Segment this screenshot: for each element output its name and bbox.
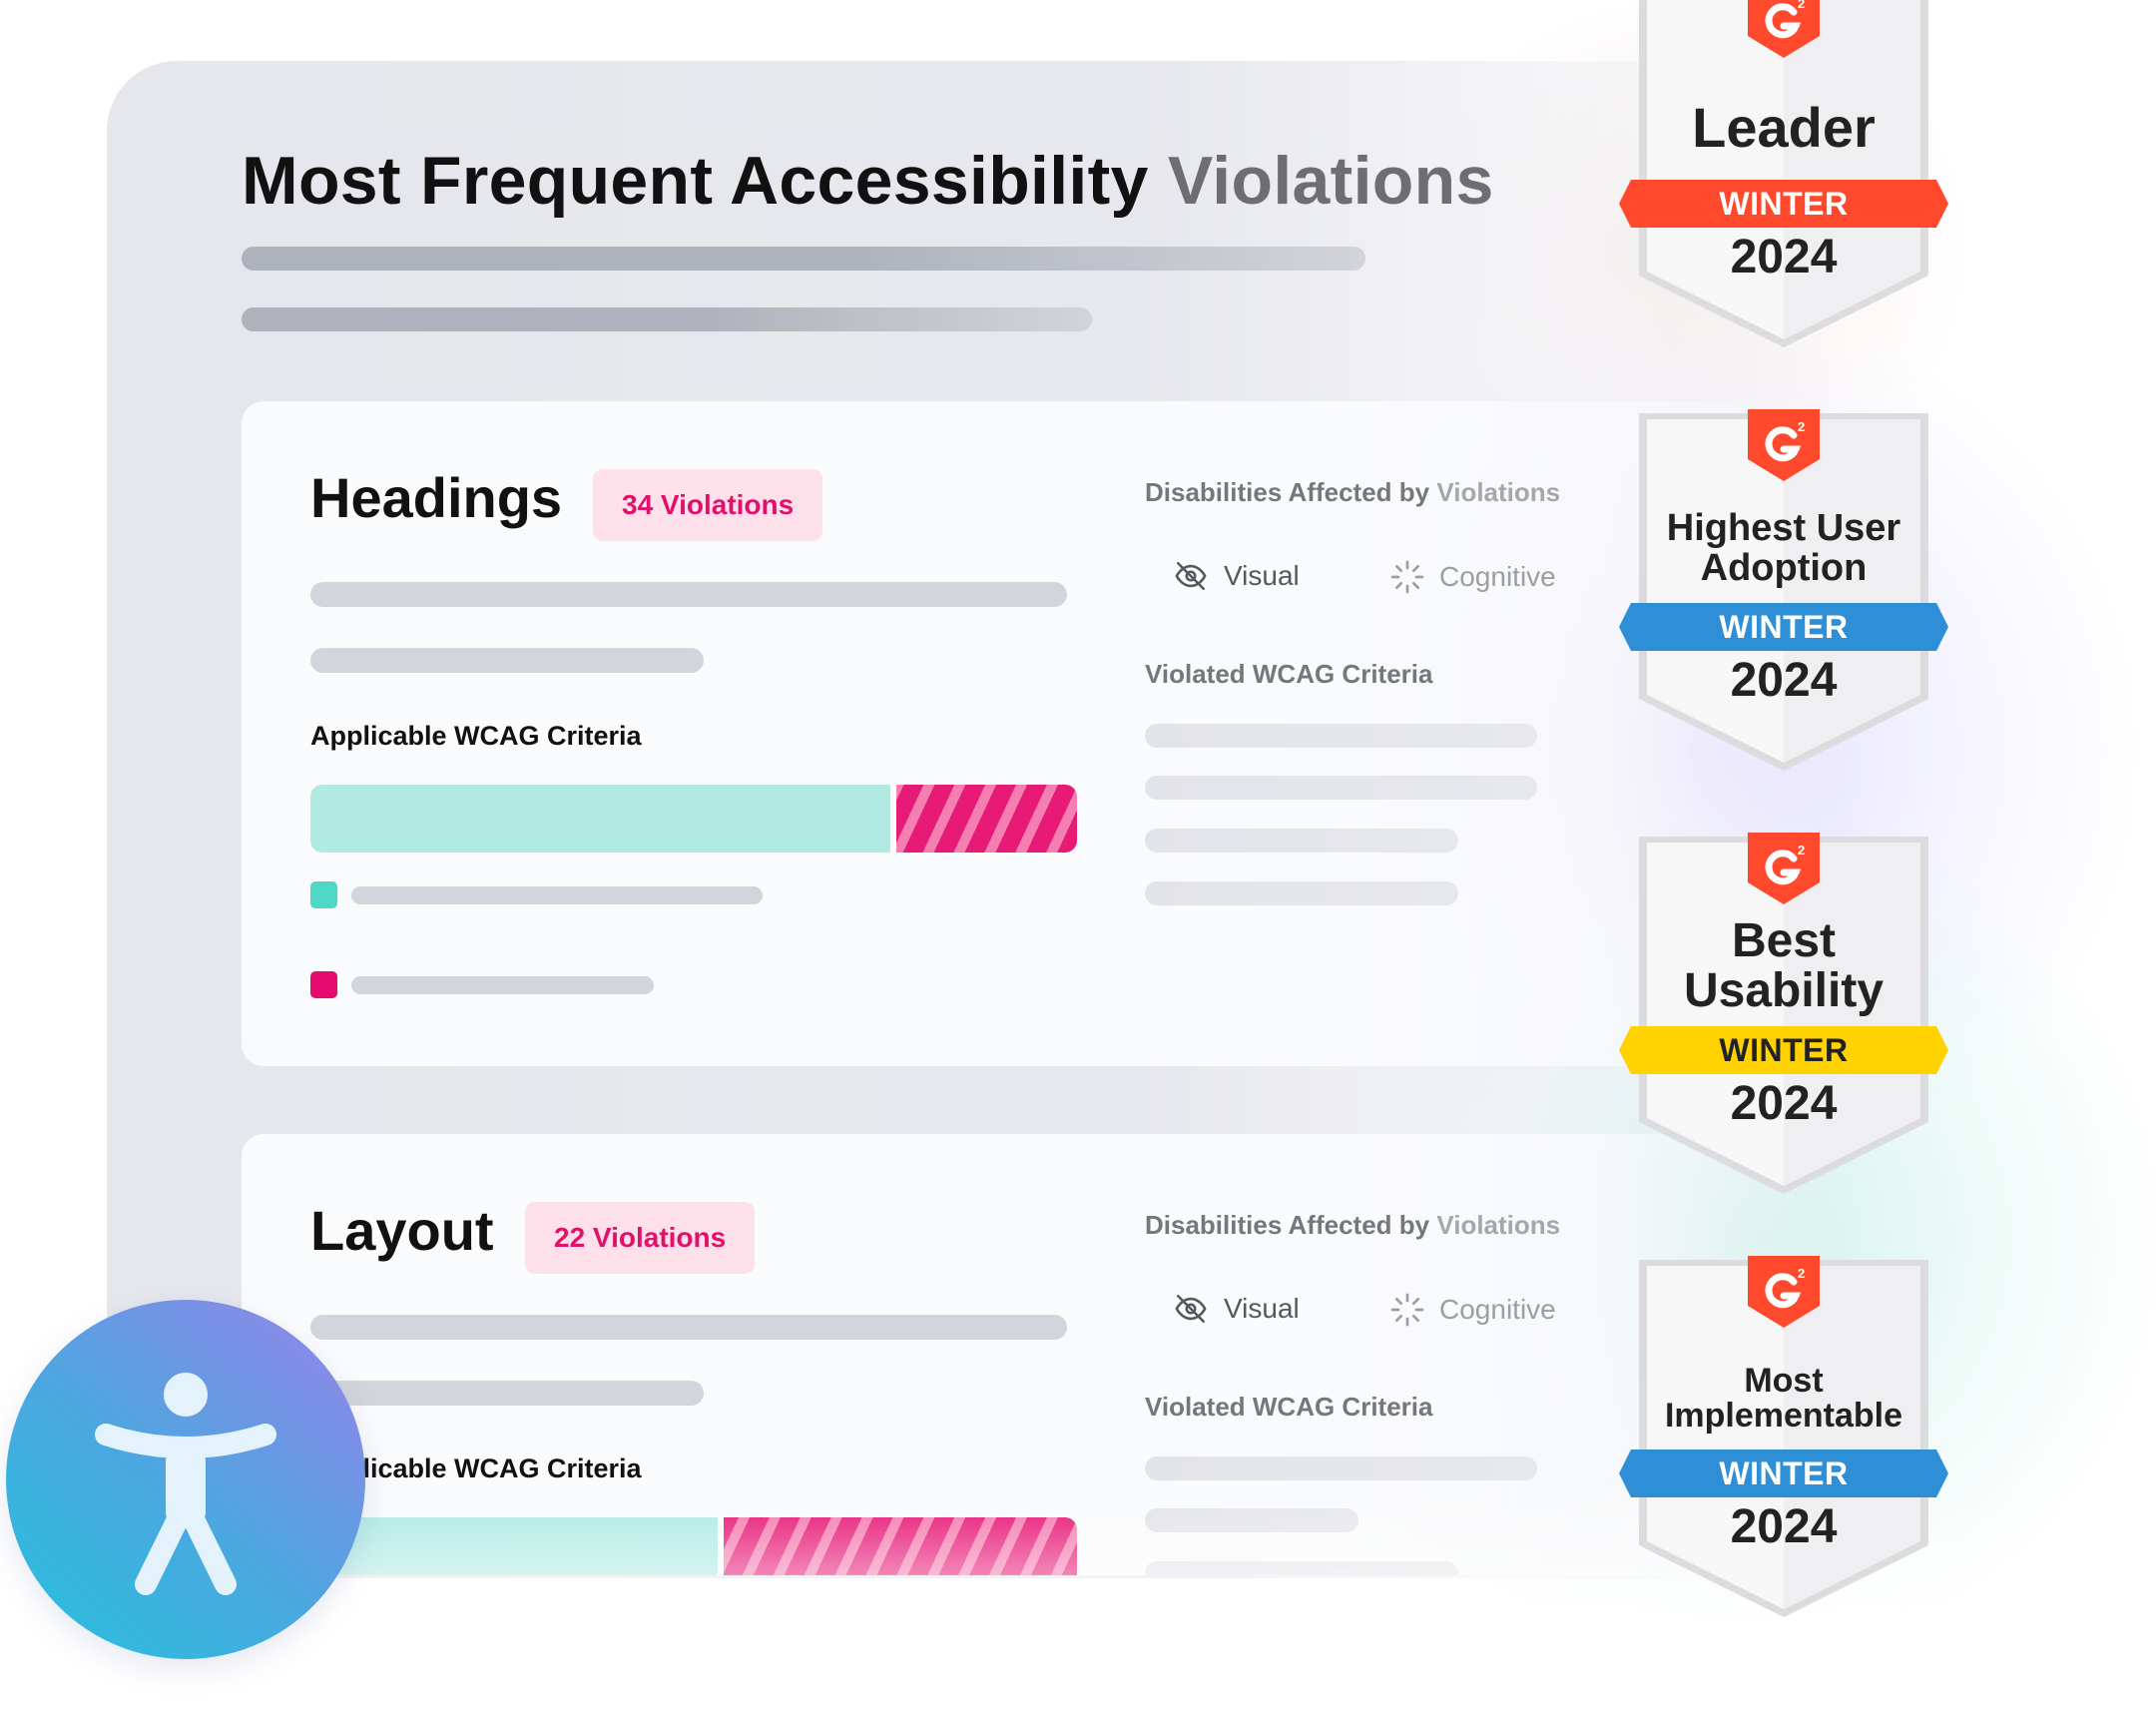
segment-divider <box>889 785 896 853</box>
svg-text:2: 2 <box>1798 843 1805 858</box>
disability-label: Cognitive <box>1439 561 1556 592</box>
award-badge-best-usability: 2 Best Usability WINTER 2024 <box>1619 833 1948 1198</box>
disability-visual: Visual <box>1172 1292 1300 1326</box>
badge-season: WINTER <box>1719 609 1849 645</box>
award-badge-leader: 2 Leader WINTER 2024 <box>1619 0 1948 351</box>
badge-ribbon <box>1619 603 1948 651</box>
badge-title: Highest User Adoption <box>1666 507 1901 589</box>
disabilities-heading-main: Disabilities Affected by <box>1145 1210 1430 1240</box>
badge-ribbon <box>1619 180 1948 228</box>
title-fade: Violations <box>1167 143 1494 219</box>
title-main: Most Frequent Accessibility <box>242 143 1149 219</box>
badge-season: WINTER <box>1719 1032 1849 1068</box>
badge-year: 2024 <box>1730 654 1838 707</box>
disability-label: Visual <box>1224 1293 1300 1324</box>
badge-season: WINTER <box>1719 186 1849 222</box>
criteria-label: Applicable WCAG Criteria <box>310 721 642 751</box>
disability-label: Cognitive <box>1439 1294 1556 1325</box>
criteria-placeholder <box>1145 1456 1537 1480</box>
legend-swatch-passed <box>310 881 337 908</box>
svg-text:2: 2 <box>1798 0 1805 11</box>
eye-off-icon <box>1175 561 1207 591</box>
badge-title: Most Implementable <box>1664 1362 1903 1436</box>
passed-segment <box>310 785 890 853</box>
disabilities-heading: Disabilities Affected by Violations <box>1145 1210 1560 1241</box>
disabilities-heading-main: Disabilities Affected by <box>1145 477 1430 507</box>
criteria-placeholder <box>1145 881 1458 905</box>
g2-logo-icon: 2 <box>1748 833 1820 904</box>
disabilities-heading-fade: Violations <box>1436 1210 1561 1240</box>
loader-icon <box>1390 560 1424 594</box>
accessibility-button[interactable] <box>6 1300 365 1659</box>
disability-cognitive: Cognitive <box>1389 559 1556 595</box>
criteria-placeholder <box>1145 829 1458 853</box>
disability-label: Visual <box>1224 560 1300 591</box>
badge-shield <box>1639 1260 1928 1617</box>
badge-shield <box>1639 0 1928 347</box>
loader-icon <box>1390 1293 1424 1327</box>
description-placeholder <box>242 247 1365 271</box>
card-title: Headings <box>310 466 563 529</box>
legend-placeholder <box>351 886 763 904</box>
badge-ribbon <box>1619 1026 1948 1074</box>
badge-year: 2024 <box>1730 231 1838 284</box>
violated-criteria-heading: Violated WCAG Criteria <box>1145 1392 1433 1422</box>
badge-title: Best Usability <box>1683 914 1885 1017</box>
eye-off-icon <box>1175 1294 1207 1324</box>
text-placeholder <box>310 1381 704 1406</box>
svg-text:2: 2 <box>1798 1266 1805 1281</box>
criteria-label: Applicable WCAG Criteria <box>310 1453 642 1483</box>
g2-logo-icon: 2 <box>1748 1256 1820 1328</box>
text-placeholder <box>310 648 704 673</box>
badge-shield <box>1639 837 1928 1194</box>
criteria-placeholder <box>1145 724 1537 748</box>
criteria-placeholder <box>1145 776 1537 800</box>
violations-badge: 34 Violations <box>593 469 823 541</box>
violated-criteria-heading: Violated WCAG Criteria <box>1145 659 1433 689</box>
violation-card-headings[interactable]: Headings 34 Violations Applicable WCAG C… <box>242 401 1839 1066</box>
disabilities-heading-fade: Violations <box>1436 477 1561 507</box>
text-placeholder <box>310 1315 1067 1340</box>
page-title: Most Frequent Accessibility Violations <box>242 142 1494 220</box>
badge-shield <box>1639 413 1928 771</box>
text-placeholder <box>310 582 1067 607</box>
badge-year: 2024 <box>1730 1500 1838 1553</box>
criteria-stacked-bar <box>310 785 1077 853</box>
violated-segment <box>895 785 1077 853</box>
disability-visual: Visual <box>1172 559 1300 593</box>
award-badge-highest-user-adoption: 2 Highest User Adoption WINTER 2024 <box>1619 409 1948 775</box>
card-title: Layout <box>310 1199 494 1262</box>
legend-placeholder <box>351 976 654 994</box>
badge-ribbon <box>1619 1449 1948 1497</box>
legend-swatch-violated <box>310 971 337 998</box>
badge-year: 2024 <box>1730 1077 1838 1130</box>
badge-season: WINTER <box>1719 1455 1849 1491</box>
violations-badge: 22 Violations <box>525 1202 756 1274</box>
accessibility-person-icon <box>95 1373 276 1595</box>
g2-logo-icon: 2 <box>1748 0 1820 58</box>
disability-cognitive: Cognitive <box>1389 1292 1556 1328</box>
badge-title: Leader <box>1692 96 1876 159</box>
svg-text:2: 2 <box>1798 419 1805 434</box>
disabilities-heading: Disabilities Affected by Violations <box>1145 477 1560 508</box>
award-badge-most-implementable: 2 Most Implementable WINTER 2024 <box>1619 1256 1948 1621</box>
g2-logo-icon: 2 <box>1748 409 1820 481</box>
description-placeholder <box>242 307 1092 331</box>
